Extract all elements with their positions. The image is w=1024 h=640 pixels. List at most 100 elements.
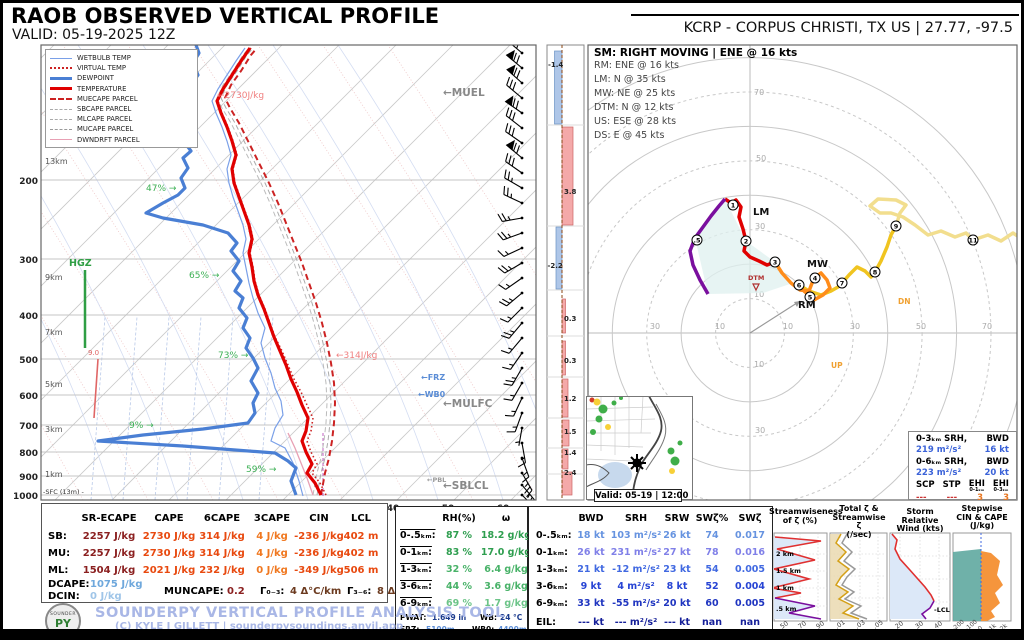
svg-text:30: 30 — [850, 322, 860, 331]
pos-bar — [561, 298, 566, 334]
svg-text:900: 900 — [19, 473, 38, 483]
dtm-line: DTM: N @ 12 kts — [594, 101, 674, 113]
svg-text:1000: 1000 — [13, 492, 38, 502]
hodo-trace-3-6km — [773, 261, 832, 302]
dcin-label: DCIN: — [48, 591, 80, 602]
temperature-line-icon — [50, 87, 72, 91]
svg-text:11: 11 — [968, 237, 978, 245]
stepwise-cape-panel: -200 -100 0 1k 2k — [951, 532, 1012, 633]
svg-text:59% →: 59% → — [246, 465, 277, 475]
svg-text:←WB0: ←WB0 — [418, 390, 446, 399]
neg-bar — [554, 50, 563, 125]
p1-title: Streamwiseness of ζ (%) — [769, 507, 843, 525]
dwndrft-parcel-curve — [287, 432, 314, 496]
svg-text:0.3: 0.3 — [564, 315, 577, 323]
lm-line: LM: N @ 35 kts — [594, 73, 666, 85]
ds-line: DS: E @ 45 kts — [594, 129, 665, 141]
lcl-label: -LCL — [934, 606, 950, 614]
svg-text:13km: 13km — [45, 157, 68, 166]
temperature-curve — [215, 47, 323, 496]
wind-barbs — [497, 45, 536, 500]
map-inset — [586, 396, 693, 500]
stepwise-cape-area — [981, 551, 1003, 621]
storm-motion-block: SM: RIGHT MOVING | ENE @ 16 kts RM: ENE … — [594, 47, 798, 141]
svg-text:6: 6 — [797, 282, 802, 290]
p2-title: Total ζ & Streamwise ζ (/sec) — [832, 504, 886, 539]
svg-text:1km: 1km — [45, 470, 63, 479]
svg-text:30: 30 — [755, 426, 765, 435]
svg-text:3km: 3km — [45, 425, 63, 434]
svg-text:30: 30 — [755, 222, 765, 231]
muecape-line-icon — [50, 97, 72, 100]
svg-text:HGZ: HGZ — [69, 258, 92, 269]
mw-label: MW — [807, 259, 828, 270]
sbcape-line-icon — [50, 108, 72, 110]
svg-text:9km: 9km — [45, 273, 63, 282]
col-header: SR-ECAPE — [81, 513, 137, 524]
svg-text:←2730J/kg: ←2730J/kg — [217, 91, 264, 101]
mlcape-line-icon — [50, 118, 72, 120]
svg-text:1: 1 — [731, 202, 736, 210]
station-title: KCRP - CORPUS CHRISTI, TX US | 27.77, -9… — [683, 20, 1013, 36]
svg-text:65% →: 65% → — [189, 271, 220, 281]
mucape-line-icon — [50, 128, 72, 130]
p3-title: Storm Relative Wind (kts) — [896, 507, 944, 534]
svg-text:200: 200 — [19, 177, 38, 187]
footer-credit: (C) KYLE J GILLETT | sounderpysoundings.… — [115, 621, 404, 632]
sbcape-parcel-curve — [220, 47, 332, 496]
muncape-label: MUNCAPE: — [164, 586, 224, 597]
svg-text:2 km: 2 km — [776, 550, 794, 558]
svg-text:70: 70 — [982, 322, 992, 331]
col-header: LCL — [350, 513, 372, 524]
layer-column-panel: -1.4 3.8 -2.2 0.3 0.3 1.2 1.5 1.4 2.4 — [546, 44, 585, 501]
mlcape-parcel-curve — [216, 47, 328, 496]
lapse-0-3-label: Γ₀₋₃: — [260, 586, 285, 597]
svg-text:0.3: 0.3 — [564, 357, 577, 365]
svg-text:←SBLCL: ←SBLCL — [443, 480, 489, 492]
pos-bar — [561, 419, 570, 447]
svg-text:47% →: 47% → — [146, 184, 177, 194]
pos-bar — [561, 126, 574, 226]
srh-bwd-box: 0-3ₖₘ SRH, BWD 219 m²/s² 16 kt 0-6ₖₘ SRH, B… — [908, 431, 1017, 503]
svg-text:1 km: 1 km — [776, 584, 794, 592]
streamwiseness-panel: 2 km 1.5 km 1 km .5 km 50 70 90 — [773, 532, 828, 631]
hodo-trace-0-1km — [688, 197, 727, 295]
sfc-label: -SFC (13m) - — [43, 488, 85, 496]
dcape-label: DCAPE: — [48, 579, 90, 590]
stepwise-cin-area — [953, 549, 981, 621]
kinematics-table: BWD SRH SRW SWζ% SWζ 0-.5ₖₘ: 18 kt 103 m… — [528, 506, 773, 637]
svg-text:3.8: 3.8 — [564, 188, 577, 196]
pos-bar — [561, 378, 569, 418]
svg-text:1.4: 1.4 — [564, 449, 577, 457]
svg-text:2: 2 — [744, 238, 749, 246]
sm-line: SM: RIGHT MOVING | ENE @ 16 kts — [594, 47, 798, 59]
page-title: RAOB OBSERVED VERTICAL PROFILE — [11, 4, 440, 28]
svg-text:4: 4 — [813, 275, 818, 283]
pressure-axis: 200 300 400 500 600 700 800 900 1000 — [13, 177, 38, 502]
svg-text:50: 50 — [756, 154, 766, 163]
svg-text:400: 400 — [19, 312, 38, 322]
row-label: MU: — [48, 548, 71, 559]
svg-text:2.4: 2.4 — [564, 469, 577, 477]
svg-text:←MULFC: ←MULFC — [443, 398, 493, 410]
header-rule — [631, 14, 1019, 16]
svg-text:1.5 km: 1.5 km — [776, 567, 801, 575]
hodo-trace-9km-plus — [868, 197, 1017, 243]
dn-label: DN — [898, 297, 911, 306]
row-label: ML: — [48, 565, 69, 576]
col-header: CAPE — [154, 513, 184, 524]
sr-wind-panel: -LCL 20 30 40 — [889, 532, 951, 631]
svg-text:5km: 5km — [45, 380, 63, 389]
neg-bar — [555, 226, 563, 290]
svg-text:1.2: 1.2 — [564, 395, 577, 403]
svg-text:10: 10 — [783, 322, 793, 331]
valid-time: VALID: 05-19-2025 12Z — [12, 27, 176, 43]
svg-text:←PBL: ←PBL — [427, 476, 446, 484]
footer-brand: SOUNDERPY VERTICAL PROFILE ANALYSIS TOOL — [95, 605, 505, 621]
svg-text:700: 700 — [19, 422, 38, 432]
lm-label: LM — [753, 207, 769, 218]
pos-bar — [561, 340, 566, 376]
col-header: CIN — [309, 513, 329, 524]
skewt-legend: WETBULB TEMP VIRTUAL TEMP DEWPOINT TEMPE… — [45, 49, 198, 148]
